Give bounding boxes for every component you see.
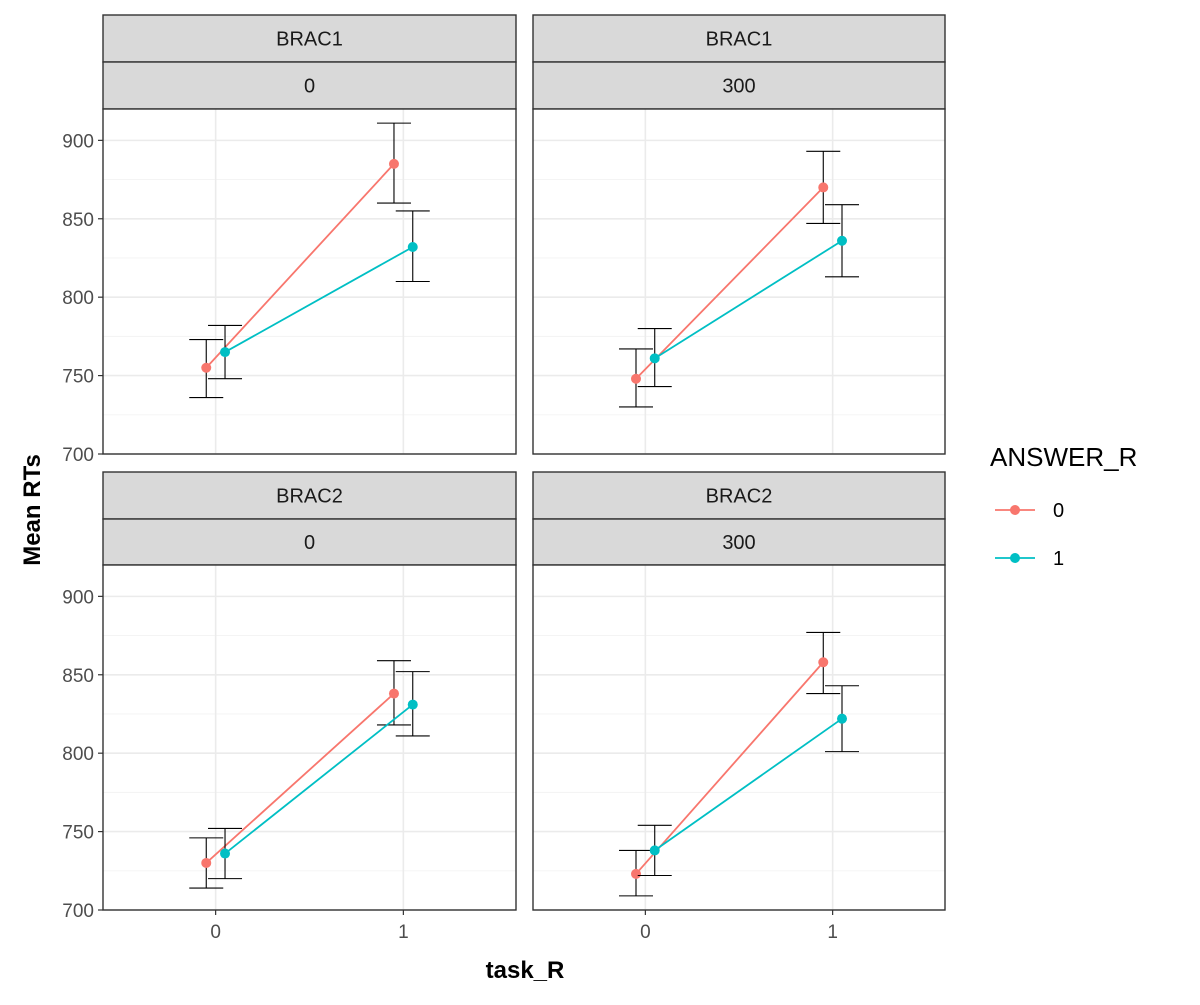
data-point <box>837 713 847 724</box>
legend-key-point <box>1010 505 1020 515</box>
legend: ANSWER_R 0 1 <box>990 442 1137 570</box>
strip-top-box <box>532 14 946 63</box>
panel-4: BRAC2 300 <box>532 471 946 911</box>
x-tick-label: 1 <box>827 922 838 943</box>
series-line <box>635 661 824 875</box>
legend-entry-label: 1 <box>1053 548 1064 570</box>
series-line <box>224 246 414 353</box>
y-tick-label: 900 <box>62 131 94 152</box>
data-point <box>631 373 641 384</box>
legend-key-point <box>1010 553 1020 563</box>
panel-border <box>532 108 946 455</box>
data-point <box>388 158 399 169</box>
y-axes-layer: 700 750 800 850 900 700 750 800 850 900 <box>62 131 103 922</box>
legend-entry: 0 <box>995 500 1064 522</box>
y-tick-label: 800 <box>62 288 94 309</box>
data-point <box>201 362 212 373</box>
data-point <box>407 699 418 710</box>
strip-bottom-label: 0 <box>304 532 315 554</box>
strip-top-label: BRAC2 <box>706 486 773 508</box>
data-point <box>649 353 660 364</box>
y-tick-label: 850 <box>62 666 94 687</box>
panels-layer: BRAC1 0 BRAC1 300 BRAC2 0 BRAC2 300 <box>102 14 946 911</box>
panel-1: BRAC1 0 <box>102 14 517 455</box>
legend-entry: 1 <box>995 548 1064 570</box>
x-tick-label: 0 <box>210 922 221 943</box>
data-point <box>837 235 847 246</box>
data-point <box>388 688 399 699</box>
data-point <box>818 182 829 193</box>
data-point <box>818 657 829 668</box>
strip-top-label: BRAC2 <box>276 486 343 508</box>
x-axes-layer: 0 1 0 1 <box>210 910 838 943</box>
data-point <box>220 347 231 358</box>
y-tick-label: 700 <box>62 445 94 466</box>
strip-top-box <box>102 471 517 520</box>
panel-border <box>532 564 946 911</box>
x-axis-title: task_R <box>486 957 565 984</box>
data-point <box>220 848 231 859</box>
panel-background <box>103 565 516 910</box>
y-axis-title: Mean RTs <box>19 454 46 566</box>
data-point <box>407 242 418 252</box>
y-tick-label: 900 <box>62 587 94 608</box>
panel-border <box>102 108 517 455</box>
legend-entry-label: 0 <box>1053 500 1064 522</box>
legend-title: ANSWER_R <box>990 442 1137 472</box>
series-line <box>654 239 843 360</box>
panel-background <box>533 109 945 454</box>
series-line <box>635 186 824 380</box>
y-tick-label: 850 <box>62 210 94 231</box>
data-point <box>649 845 660 856</box>
panel-3: BRAC2 0 <box>102 471 517 911</box>
strip-bottom-box <box>102 61 517 110</box>
panel-background <box>103 109 516 454</box>
y-tick-label: 700 <box>62 901 94 922</box>
panel-border <box>102 564 517 911</box>
data-point <box>631 868 641 879</box>
panel-background <box>533 565 945 910</box>
series-line <box>654 717 843 852</box>
strip-bottom-box <box>532 61 946 110</box>
strip-bottom-label: 300 <box>722 76 755 98</box>
series-line <box>205 163 395 369</box>
x-tick-label: 1 <box>398 922 409 943</box>
y-tick-label: 750 <box>62 367 94 388</box>
strip-bottom-label: 0 <box>304 76 315 98</box>
y-tick-label: 800 <box>62 744 94 765</box>
x-tick-label: 0 <box>640 922 651 943</box>
strip-top-box <box>532 471 946 520</box>
series-line <box>224 703 414 855</box>
strip-top-box <box>102 14 517 63</box>
data-point <box>201 857 212 868</box>
panel-2: BRAC1 300 <box>532 14 946 455</box>
strip-bottom-box <box>102 518 517 566</box>
strip-bottom-box <box>532 518 946 566</box>
strip-bottom-label: 300 <box>722 532 755 554</box>
strip-top-label: BRAC1 <box>276 29 343 51</box>
y-tick-label: 750 <box>62 823 94 844</box>
series-line <box>205 692 395 864</box>
strip-top-label: BRAC1 <box>706 29 773 51</box>
